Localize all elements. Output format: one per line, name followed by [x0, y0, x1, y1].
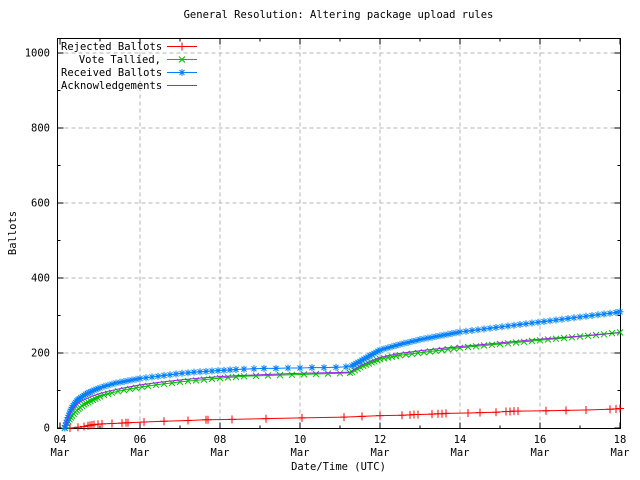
y-tick-label: 800 — [31, 123, 50, 135]
x-tick-label-day: 06 — [134, 434, 147, 446]
legend-sample-line-icon — [167, 85, 197, 86]
x-tick-label-month: Mar — [131, 447, 150, 459]
legend-sample-line-icon — [167, 69, 197, 76]
legend-label: Acknowledgements — [61, 79, 163, 92]
x-tick-label-month: Mar — [291, 447, 310, 459]
legend-sample-line-icon — [167, 56, 197, 63]
y-tick-label: 200 — [31, 348, 50, 360]
legend-label: Received Ballots — [61, 66, 163, 79]
x-axis-title: Date/Time (UTC) — [291, 461, 386, 473]
y-axis-title: Ballots — [7, 210, 19, 256]
legend-item-rejected-ballots: Rejected Ballots — [61, 40, 200, 53]
legend-sample-marker — [178, 56, 186, 63]
x-tick-label-day: 12 — [374, 434, 387, 446]
legend-sample-marker — [178, 69, 186, 76]
legend-item-acknowledgements: Acknowledgements — [61, 79, 200, 92]
gridlines — [57, 38, 621, 429]
x-tick-label-month: Mar — [451, 447, 470, 459]
x-tick-label-month: Mar — [611, 447, 630, 459]
x-tick-label-day: 10 — [294, 434, 307, 446]
legend: Rejected Ballots Vote Tallied, Received … — [61, 40, 200, 92]
y-tick-label: 0 — [44, 423, 50, 435]
x-tick-label-day: 04 — [54, 434, 67, 446]
x-tick-label-day: 16 — [534, 434, 547, 446]
x-tick-label-month: Mar — [531, 447, 550, 459]
legend-label: Rejected Ballots — [61, 40, 163, 53]
series-line-3 — [64, 332, 621, 429]
tick-marks — [57, 38, 621, 429]
y-tick-label: 600 — [31, 198, 50, 210]
series-markers-0 — [66, 404, 624, 432]
x-tick-label-month: Mar — [211, 447, 230, 459]
legend-sample-line-icon — [167, 42, 197, 51]
legend-sample-marker — [178, 42, 186, 51]
chart-title: General Resolution: Altering package upl… — [183, 9, 494, 21]
series-line-0 — [69, 408, 621, 429]
legend-item-received-ballots: Received Ballots — [61, 66, 200, 79]
plot-border — [57, 38, 621, 429]
x-tick-label-month: Mar — [371, 447, 390, 459]
y-tick-label: 400 — [31, 273, 50, 285]
series-markers-2 — [61, 308, 624, 432]
legend-label: Vote Tallied, — [78, 53, 161, 66]
x-tick-label-day: 08 — [214, 434, 227, 446]
y-tick-label: 1000 — [25, 48, 50, 60]
legend-item-vote-tallied: Vote Tallied, — [61, 53, 200, 66]
x-tick-label-day: 18 — [614, 434, 627, 446]
x-tick-label-day: 14 — [454, 434, 467, 446]
x-tick-label-month: Mar — [51, 447, 70, 459]
